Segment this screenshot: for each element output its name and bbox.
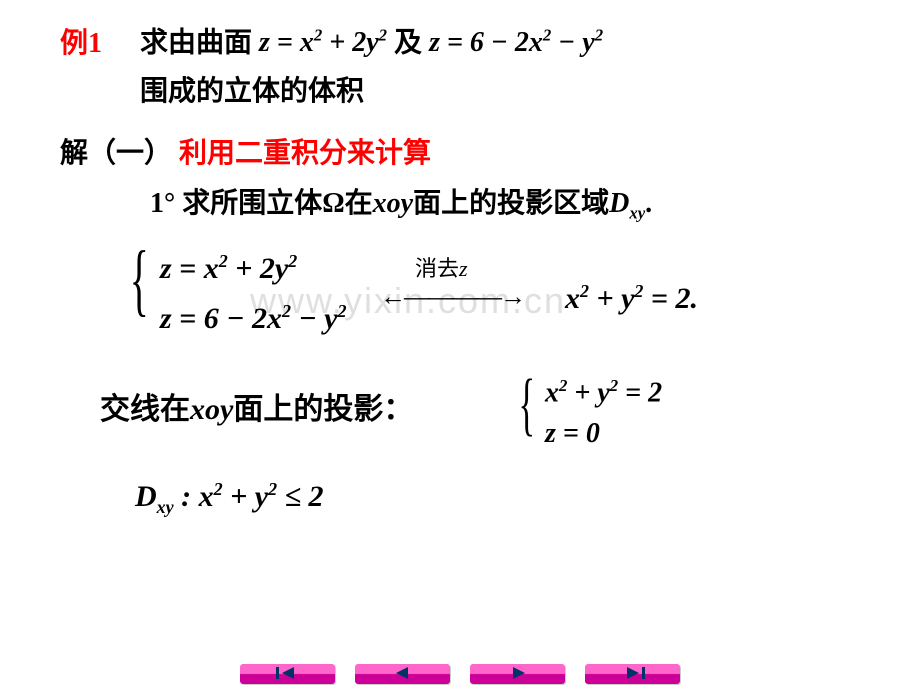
step1-line: 1° 求所围立体Ω在xoy面上的投影区域Dxy. <box>150 190 652 222</box>
text-segment: 求由曲面 <box>140 27 259 58</box>
text-segment: 求所围立体Ω在 <box>182 188 372 219</box>
left-brace-icon: { <box>518 370 535 440</box>
var-xoy: xoy <box>373 188 413 219</box>
next-icon <box>509 667 527 679</box>
step-number: 1° <box>150 188 175 219</box>
text-segment: 面上的投影： <box>233 393 413 426</box>
proj-eq1: x2 + y2 = 2 <box>545 378 662 407</box>
slide: www.yixin.com.cn 例1 求由曲面 z = x2 + 2y2 及 … <box>0 0 920 690</box>
nav-next-button[interactable] <box>470 664 565 684</box>
last-icon <box>621 667 645 679</box>
nav-last-button[interactable] <box>585 664 680 684</box>
equation-2: z = 6 − 2x2 − y2 <box>429 27 603 58</box>
example-label: 例1 <box>60 30 102 58</box>
period: . <box>645 188 652 219</box>
double-arrow: ←――――→ <box>380 284 524 310</box>
dxy-region: Dxy : x2 + y2 ≤ 2 <box>135 480 324 516</box>
var-dxy: Dxy <box>135 480 174 513</box>
proj-eq2: z = 0 <box>545 420 600 448</box>
var-xoy: xoy <box>190 393 233 426</box>
text-segment: 交线在 <box>100 393 190 426</box>
first-icon <box>276 667 300 679</box>
projection-line: 交线在xoy面上的投影： <box>100 395 413 425</box>
system-eq1: z = x2 + 2y2 <box>160 252 297 284</box>
left-brace-icon: { <box>130 240 149 320</box>
eliminate-label: 消去z <box>415 258 468 280</box>
solution-method: 利用二重积分来计算 <box>179 138 431 169</box>
problem-line2: 围成的立体的体积 <box>140 78 364 106</box>
system-brace: { <box>120 240 158 320</box>
nav-prev-button[interactable] <box>355 664 450 684</box>
solution-label: 解（一） <box>60 138 172 169</box>
result-equation: x2 + y2 = 2. <box>565 282 698 314</box>
nav-first-button[interactable] <box>240 664 335 684</box>
text-segment: 围成的立体的体积 <box>140 76 364 107</box>
example-number: 例1 <box>60 28 102 59</box>
var-z: z <box>459 256 468 281</box>
text-segment: 及 <box>394 27 422 58</box>
problem-line1: 求由曲面 z = x2 + 2y2 及 z = 6 − 2x2 − y2 <box>140 28 603 57</box>
nav-bar <box>0 664 920 684</box>
solution-heading: 解（一） 利用二重积分来计算 <box>60 140 431 168</box>
var-d: Dxy <box>609 188 645 219</box>
dxy-inequality: : x2 + y2 ≤ 2 <box>181 480 323 513</box>
equation-1: z = x2 + 2y2 <box>259 27 387 58</box>
prev-icon <box>394 667 412 679</box>
text-segment: 消去 <box>415 256 459 281</box>
text-segment: 面上的投影区域 <box>413 188 609 219</box>
system-eq2: z = 6 − 2x2 − y2 <box>160 302 346 334</box>
proj-brace: { <box>510 370 544 440</box>
